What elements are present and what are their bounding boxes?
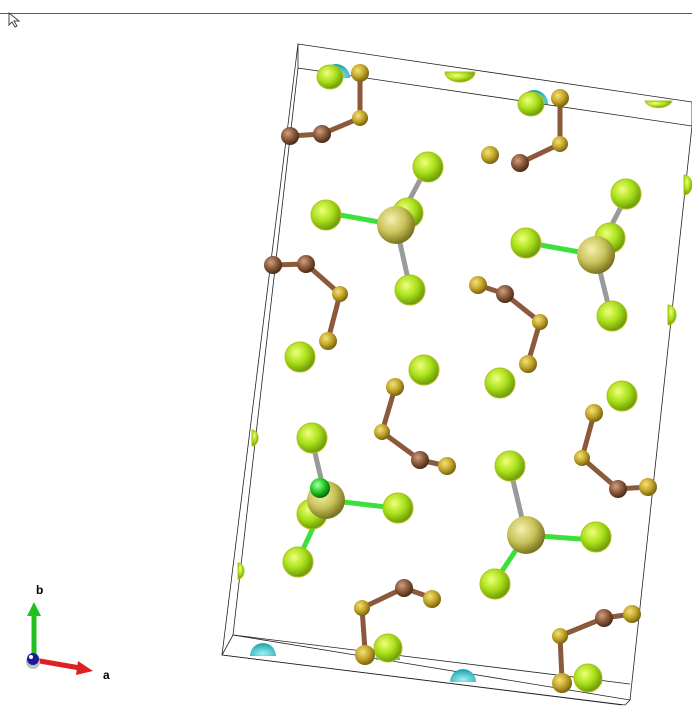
brown-atoms	[264, 125, 627, 627]
gold-atoms	[319, 64, 657, 693]
axis-a-label: a	[103, 668, 110, 682]
bonds	[270, 75, 651, 683]
top-divider	[0, 13, 692, 14]
structure-viewport[interactable]	[0, 14, 692, 709]
axis-indicator	[26, 602, 93, 675]
axis-b-label: b	[36, 583, 44, 597]
green-atom	[310, 478, 330, 498]
yellow-green-atoms	[237, 64, 692, 693]
pointer-arrow-icon	[8, 12, 21, 28]
